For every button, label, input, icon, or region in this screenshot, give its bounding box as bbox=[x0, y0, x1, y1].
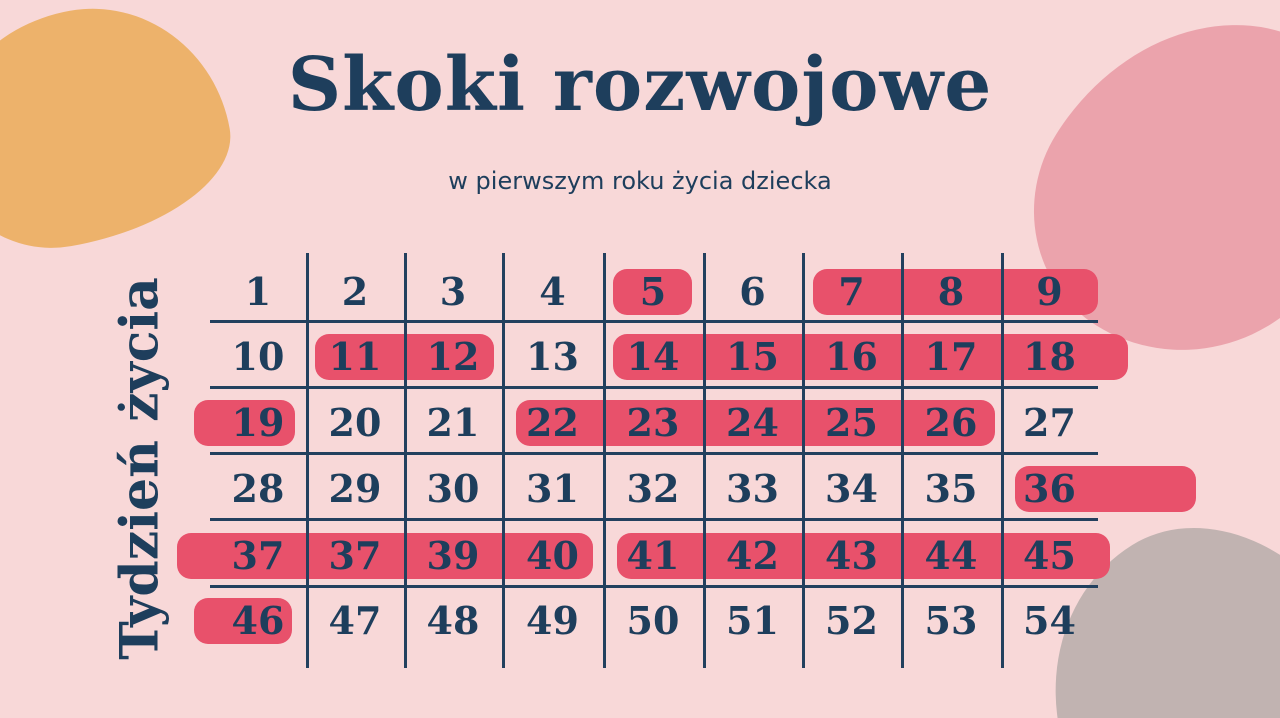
week-cell: 15 bbox=[726, 334, 779, 379]
grid-vertical-line bbox=[802, 253, 805, 668]
highlight-band bbox=[194, 400, 295, 446]
week-cell: 18 bbox=[1023, 334, 1076, 379]
highlight-band bbox=[613, 334, 1128, 380]
grid-vertical-line bbox=[901, 253, 904, 668]
week-cell: 42 bbox=[726, 533, 779, 578]
week-cell: 31 bbox=[526, 466, 579, 511]
week-cell: 25 bbox=[825, 400, 878, 445]
week-cell: 45 bbox=[1023, 533, 1076, 578]
week-cell: 40 bbox=[526, 533, 579, 578]
week-cell: 10 bbox=[231, 334, 285, 379]
week-cell: 2 bbox=[341, 269, 369, 314]
week-cell: 4 bbox=[539, 269, 566, 314]
grid-vertical-line bbox=[404, 253, 407, 668]
week-cell: 24 bbox=[726, 400, 779, 445]
week-cell: 28 bbox=[231, 466, 285, 511]
week-cell: 36 bbox=[1023, 466, 1076, 511]
week-cell: 37 bbox=[328, 533, 382, 578]
week-cell: 50 bbox=[626, 598, 680, 643]
week-cell: 21 bbox=[426, 400, 480, 445]
grid-horizontal-line bbox=[210, 320, 1098, 323]
grid-horizontal-line bbox=[210, 518, 1098, 521]
week-cell: 5 bbox=[639, 269, 667, 314]
week-cell: 35 bbox=[924, 466, 978, 511]
week-cell: 43 bbox=[825, 533, 878, 578]
grid-horizontal-line bbox=[210, 452, 1098, 455]
highlight-band bbox=[194, 598, 292, 644]
grid-horizontal-line bbox=[210, 386, 1098, 389]
week-cell: 30 bbox=[426, 466, 480, 511]
week-cell: 14 bbox=[626, 334, 680, 379]
week-cell: 16 bbox=[825, 334, 878, 379]
highlight-band bbox=[1015, 466, 1196, 512]
week-cell: 20 bbox=[328, 400, 382, 445]
week-cell: 27 bbox=[1023, 400, 1076, 445]
grid-vertical-line bbox=[603, 253, 606, 668]
week-cell: 23 bbox=[626, 400, 680, 445]
week-of-life-axis-label: Tydzień życia bbox=[109, 277, 171, 660]
highlight-band bbox=[617, 533, 1110, 579]
week-cell: 49 bbox=[526, 598, 579, 643]
week-cell: 51 bbox=[726, 598, 779, 643]
week-cell: 6 bbox=[739, 269, 766, 314]
week-cell: 52 bbox=[825, 598, 878, 643]
highlight-band bbox=[177, 533, 593, 579]
week-cell: 44 bbox=[924, 533, 978, 578]
week-cell: 46 bbox=[231, 598, 285, 643]
grid-vertical-line bbox=[703, 253, 706, 668]
week-cell: 32 bbox=[626, 466, 680, 511]
week-cell: 26 bbox=[924, 400, 978, 445]
week-cell: 33 bbox=[726, 466, 779, 511]
week-cell: 19 bbox=[231, 400, 285, 445]
week-cell: 13 bbox=[526, 334, 579, 379]
grid-horizontal-line bbox=[210, 585, 1098, 588]
week-cell: 3 bbox=[439, 269, 467, 314]
week-cell: 8 bbox=[937, 269, 965, 314]
week-cell: 54 bbox=[1023, 598, 1076, 643]
week-cell: 41 bbox=[626, 533, 680, 578]
week-cell: 1 bbox=[244, 269, 272, 314]
week-cell: 17 bbox=[924, 334, 978, 379]
week-cell: 22 bbox=[526, 400, 579, 445]
week-cell: 7 bbox=[838, 269, 865, 314]
page-title: Skoki rozwojowe bbox=[287, 42, 993, 128]
grid-vertical-line bbox=[1001, 253, 1004, 668]
week-cell: 34 bbox=[825, 466, 878, 511]
week-cell: 37 bbox=[231, 533, 285, 578]
page-subtitle: w pierwszym roku życia dziecka bbox=[448, 167, 832, 195]
grid-vertical-line bbox=[502, 253, 505, 668]
week-cell: 9 bbox=[1036, 269, 1063, 314]
highlight-band bbox=[516, 400, 995, 446]
week-cell: 29 bbox=[328, 466, 382, 511]
week-cell: 48 bbox=[426, 598, 480, 643]
week-cell: 11 bbox=[328, 334, 382, 379]
highlight-band bbox=[613, 269, 692, 315]
week-cell: 47 bbox=[328, 598, 382, 643]
week-cell: 12 bbox=[426, 334, 480, 379]
decorative-blob-orange bbox=[0, 0, 245, 265]
highlight-band bbox=[813, 269, 1098, 315]
week-cell: 39 bbox=[426, 533, 480, 578]
grid-vertical-line bbox=[306, 253, 309, 668]
week-cell: 53 bbox=[924, 598, 978, 643]
